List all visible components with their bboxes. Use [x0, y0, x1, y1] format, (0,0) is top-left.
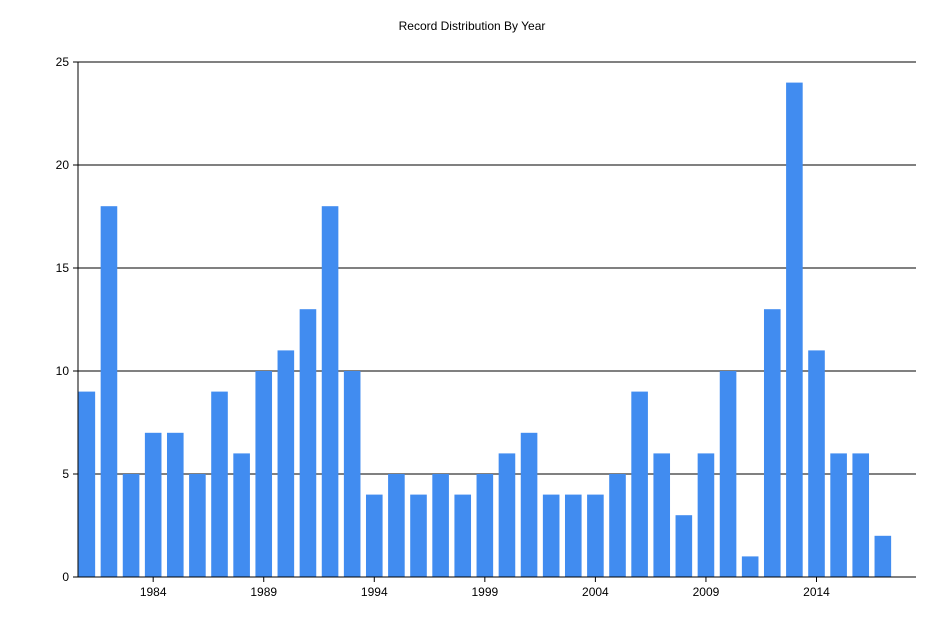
bar-1991	[299, 309, 317, 577]
y-tick-label-15: 15	[56, 261, 70, 275]
bar-2010	[719, 371, 737, 577]
bar-2011	[741, 556, 759, 577]
x-tick-label-1989: 1989	[250, 585, 277, 599]
y-tick-label-0: 0	[62, 570, 69, 584]
bar-2016	[852, 453, 870, 577]
bar-1998	[454, 494, 472, 577]
x-axis-ticks: 1984 1989 1994 1999 2004 2009 2014	[140, 577, 830, 599]
bar-2006	[631, 391, 648, 577]
x-tick-label-2004: 2004	[582, 585, 609, 599]
y-tick-label-5: 5	[62, 467, 69, 481]
bar-1997	[432, 474, 449, 577]
bar-2009	[697, 453, 715, 577]
bar-1995	[388, 474, 405, 577]
bar-1992	[321, 206, 339, 577]
axes	[77, 62, 916, 578]
bar-1987	[211, 391, 228, 577]
bar-1982	[100, 206, 118, 577]
bar-2003	[564, 494, 582, 577]
bar-2005	[609, 474, 626, 577]
chart-title: Record Distribution By Year	[399, 19, 546, 33]
bar-1984	[144, 432, 162, 577]
bar-2015	[830, 453, 847, 577]
x-tick-label-1984: 1984	[140, 585, 167, 599]
bar-1990	[277, 350, 295, 577]
bar-1989	[255, 371, 273, 577]
bar-2014	[808, 350, 825, 577]
y-axis-ticks: 0 5 10 15 20 25	[56, 55, 78, 584]
bar-2001	[520, 432, 538, 577]
bar-2004	[587, 494, 604, 577]
bar-1988	[233, 453, 250, 577]
y-tick-label-10: 10	[56, 364, 70, 378]
bar-1996	[410, 494, 427, 577]
bar-1981	[78, 391, 96, 577]
bar-2017	[874, 535, 892, 577]
bar-2002	[542, 494, 560, 577]
bar-1985	[166, 432, 184, 577]
x-tick-label-1994: 1994	[361, 585, 388, 599]
bar-1993	[343, 371, 361, 577]
bar-2013	[786, 82, 803, 577]
bar-1986	[189, 474, 206, 577]
y-tick-label-20: 20	[56, 158, 70, 172]
x-tick-label-2014: 2014	[803, 585, 830, 599]
bar-2012	[763, 309, 781, 577]
bar-2000	[498, 453, 516, 577]
bar-1983	[122, 474, 140, 577]
x-tick-label-2009: 2009	[693, 585, 720, 599]
y-tick-label-25: 25	[56, 55, 70, 69]
bar-2007	[653, 453, 671, 577]
bar-2008	[675, 515, 693, 577]
x-tick-label-1999: 1999	[471, 585, 498, 599]
bars	[78, 82, 892, 577]
bar-1999	[476, 474, 494, 577]
bar-1994	[365, 494, 383, 577]
